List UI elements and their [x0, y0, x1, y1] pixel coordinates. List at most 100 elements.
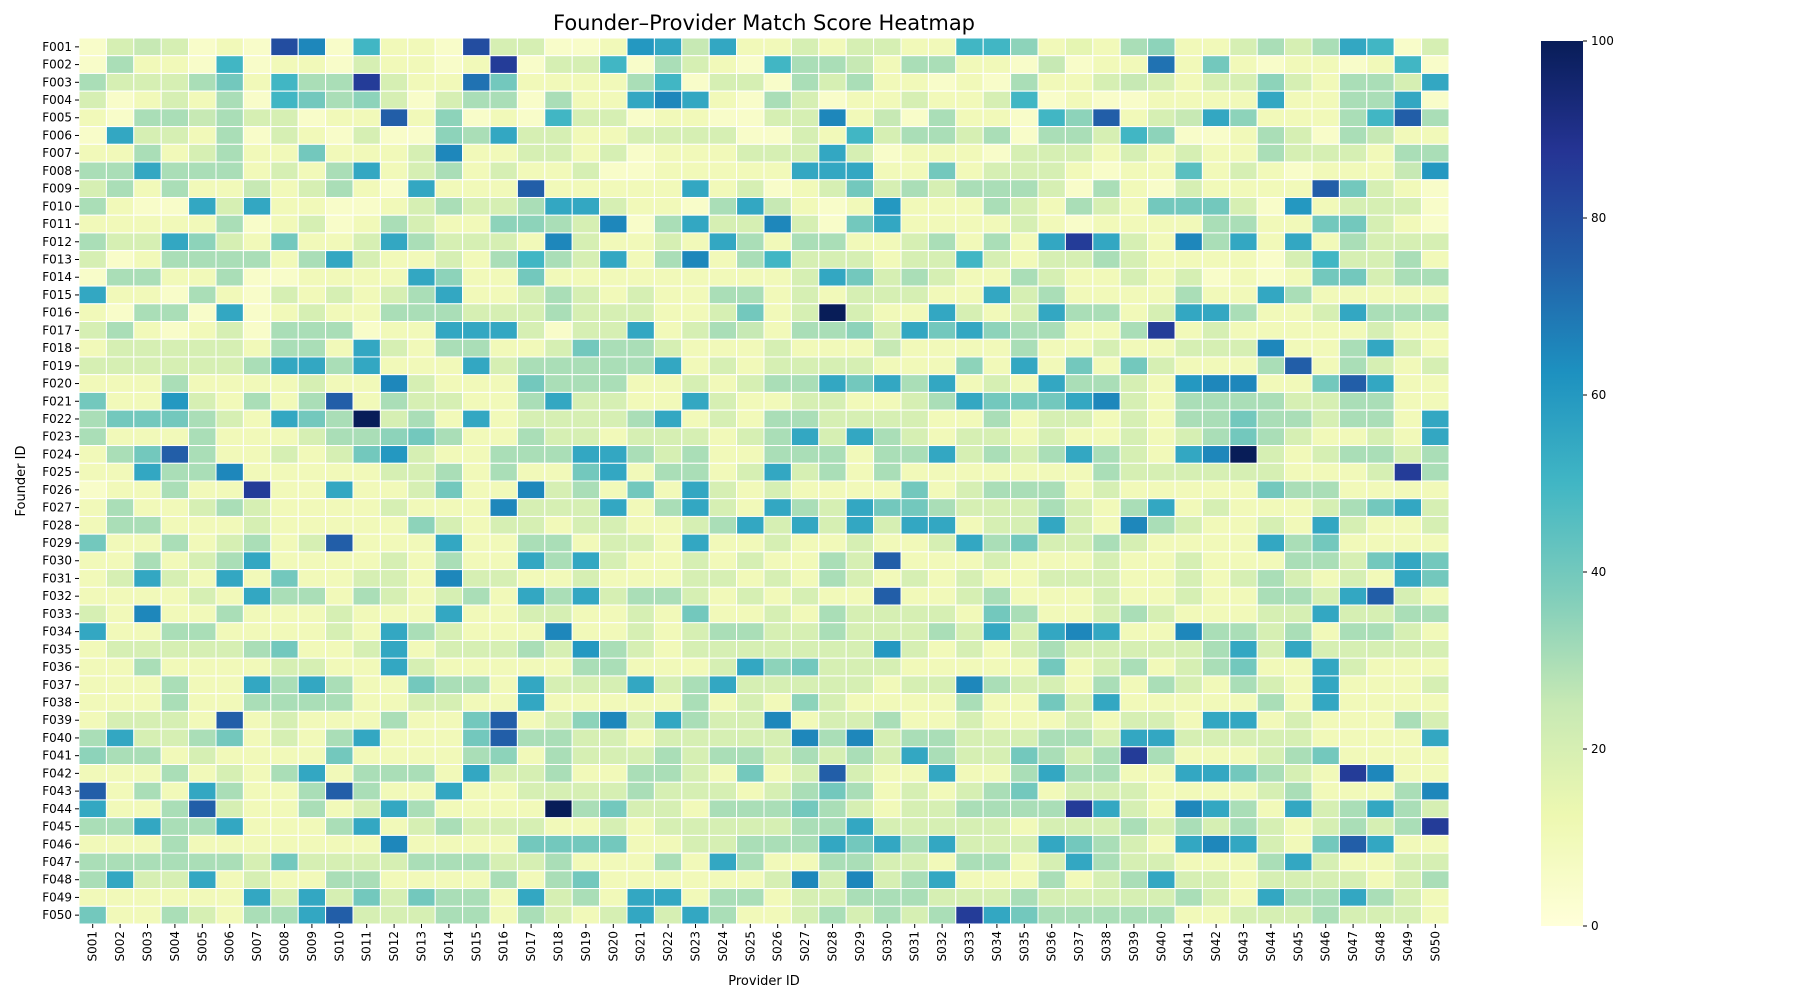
heatmap-cell: [1284, 728, 1313, 748]
heatmap-cell: [681, 604, 710, 624]
heatmap-cell: [900, 569, 929, 588]
heatmap-cell: [105, 90, 135, 110]
heatmap-cell: [1119, 515, 1149, 535]
heatmap-cell: [845, 126, 875, 145]
heatmap-cell: [736, 285, 765, 305]
heatmap-cell: [270, 639, 299, 659]
heatmap-cell: [1201, 462, 1231, 482]
heatmap-cell: [1366, 834, 1395, 854]
heatmap-cell: [1229, 834, 1258, 854]
heatmap-cell: [653, 852, 683, 872]
heatmap-cell: [379, 374, 409, 393]
heatmap-cell: [626, 37, 655, 57]
heatmap-cell: [1421, 232, 1450, 252]
heatmap-cell: [845, 462, 875, 482]
heatmap-cell: [1256, 462, 1286, 482]
heatmap-cell: [352, 764, 381, 783]
heatmap-cell: [900, 710, 929, 730]
heatmap-cell: [599, 161, 628, 181]
heatmap-cell: [982, 781, 1012, 801]
heatmap-cell: [599, 870, 628, 890]
heatmap-cell: [982, 338, 1012, 358]
heatmap-cell: [1037, 834, 1066, 854]
heatmap-cell: [1421, 214, 1450, 234]
heatmap-cell: [325, 764, 354, 783]
heatmap-cell: [763, 834, 792, 854]
heatmap-cell: [1393, 108, 1423, 128]
heatmap-cell: [900, 214, 929, 234]
heatmap-cell: [900, 427, 929, 447]
heatmap-cell: [544, 852, 573, 872]
heatmap-cell: [1147, 533, 1176, 553]
heatmap-cell: [544, 445, 573, 464]
heatmap-cell: [845, 746, 875, 766]
heatmap-cell: [105, 179, 135, 198]
heatmap-cell: [1010, 374, 1039, 393]
heatmap-cell: [1393, 657, 1423, 677]
heatmap-cell: [105, 746, 135, 766]
heatmap-cell: [133, 90, 162, 110]
heatmap-cell: [1338, 37, 1368, 57]
heatmap-cell: [325, 693, 354, 712]
heatmap-cell: [489, 834, 518, 854]
heatmap-cell: [133, 72, 162, 92]
heatmap-cell: [818, 852, 847, 872]
heatmap-cell: [708, 515, 738, 535]
heatmap-cell: [462, 870, 491, 890]
heatmap-cell: [516, 108, 546, 128]
heatmap-cell: [763, 143, 792, 163]
heatmap-cell: [489, 639, 518, 659]
heatmap-cell: [270, 480, 299, 500]
heatmap-cell: [352, 374, 381, 393]
heatmap-cell: [352, 905, 381, 925]
heatmap-cell: [297, 374, 327, 393]
heatmap-cell: [352, 143, 381, 163]
heatmap-cell: [763, 852, 792, 872]
heatmap-cell: [571, 693, 601, 712]
heatmap-cell: [1421, 90, 1450, 110]
heatmap-cell: [352, 781, 381, 801]
heatmap-cell: [681, 90, 710, 110]
heatmap-cell: [242, 409, 272, 429]
heatmap-cell: [1010, 746, 1039, 766]
heatmap-cell: [544, 480, 573, 500]
heatmap-cell: [407, 728, 436, 748]
heatmap-cell: [1284, 196, 1313, 216]
heatmap-cell: [653, 391, 683, 411]
heatmap-cell: [1147, 250, 1176, 269]
heatmap-cell: [927, 746, 957, 766]
x-tick-label: S050: [1428, 931, 1442, 962]
heatmap-cell: [927, 250, 957, 269]
heatmap-cell: [105, 480, 135, 500]
heatmap-cell: [1037, 285, 1066, 305]
x-tick-label: S035: [1017, 931, 1031, 962]
heatmap-cell: [681, 888, 710, 907]
heatmap-cell: [352, 870, 381, 890]
heatmap-cell: [133, 905, 162, 925]
heatmap-cell: [215, 551, 244, 571]
heatmap-cell: [379, 232, 409, 252]
heatmap-cell: [763, 781, 792, 801]
heatmap-cell: [1338, 586, 1368, 606]
heatmap-cell: [1147, 321, 1176, 340]
heatmap-cell: [242, 515, 272, 535]
heatmap-cell: [1229, 817, 1258, 836]
heatmap-cell: [1229, 657, 1258, 677]
heatmap-cell: [133, 693, 162, 712]
heatmap-cell: [1010, 728, 1039, 748]
heatmap-cell: [1064, 498, 1094, 517]
heatmap-cell: [1284, 515, 1313, 535]
heatmap-cell: [599, 37, 628, 57]
heatmap-cell: [297, 852, 327, 872]
heatmap-cell: [544, 462, 573, 482]
heatmap-cell: [489, 781, 518, 801]
heatmap-cell: [599, 196, 628, 216]
heatmap-cell: [1064, 214, 1094, 234]
heatmap-cell: [1147, 764, 1176, 783]
x-tick-label: S003: [141, 931, 155, 962]
heatmap-cell: [790, 480, 820, 500]
heatmap-cell: [133, 604, 162, 624]
heatmap-cell: [215, 480, 244, 500]
heatmap-cell: [242, 498, 272, 517]
